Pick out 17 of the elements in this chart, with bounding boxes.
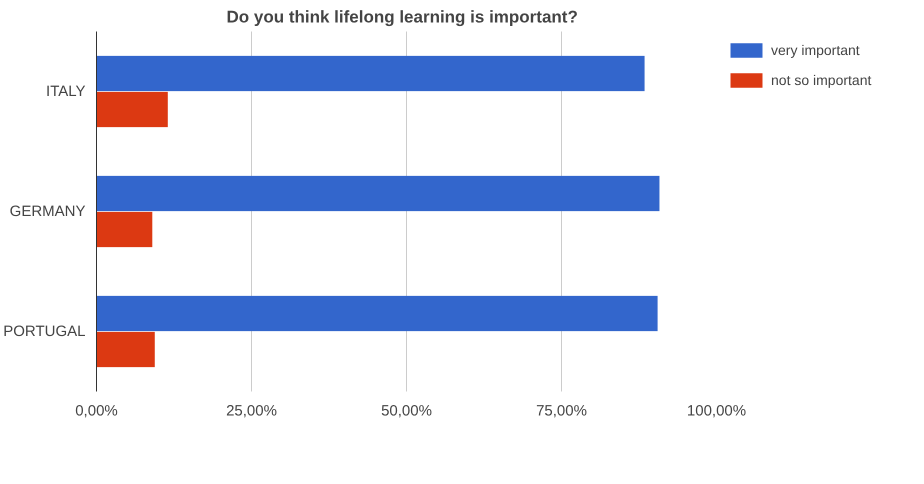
x-tick-label: 50,00% (381, 402, 432, 420)
bar (96, 56, 645, 92)
y-tick-label: ITALY (46, 83, 86, 100)
legend-label: very important (771, 42, 860, 58)
bar (96, 176, 660, 212)
bar (96, 212, 152, 248)
bar (96, 92, 168, 128)
bar (96, 296, 658, 332)
x-tick-label: 100,00% (686, 402, 746, 420)
bar (96, 332, 155, 368)
chart-title: Do you think lifelong learning is important? (226, 8, 578, 26)
x-tick-label: 0,00% (75, 402, 118, 420)
x-tick-label: 25,00% (226, 402, 277, 420)
legend-label: not so important (771, 72, 872, 88)
y-tick-label: GERMANY (10, 203, 86, 220)
x-tick-label: 75,00% (536, 402, 587, 420)
y-tick-label: PORTUGAL (3, 323, 86, 340)
